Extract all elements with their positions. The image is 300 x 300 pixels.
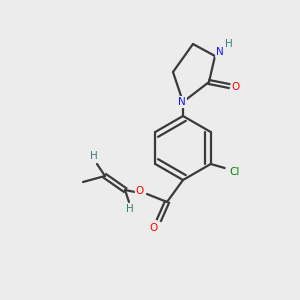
Text: O: O — [232, 82, 240, 92]
Text: N: N — [178, 97, 186, 107]
Text: O: O — [136, 186, 144, 196]
Text: N: N — [216, 47, 224, 57]
Text: O: O — [150, 223, 158, 233]
Text: Cl: Cl — [230, 167, 240, 177]
Text: H: H — [126, 204, 134, 214]
Text: H: H — [90, 151, 98, 161]
Text: H: H — [225, 39, 233, 49]
